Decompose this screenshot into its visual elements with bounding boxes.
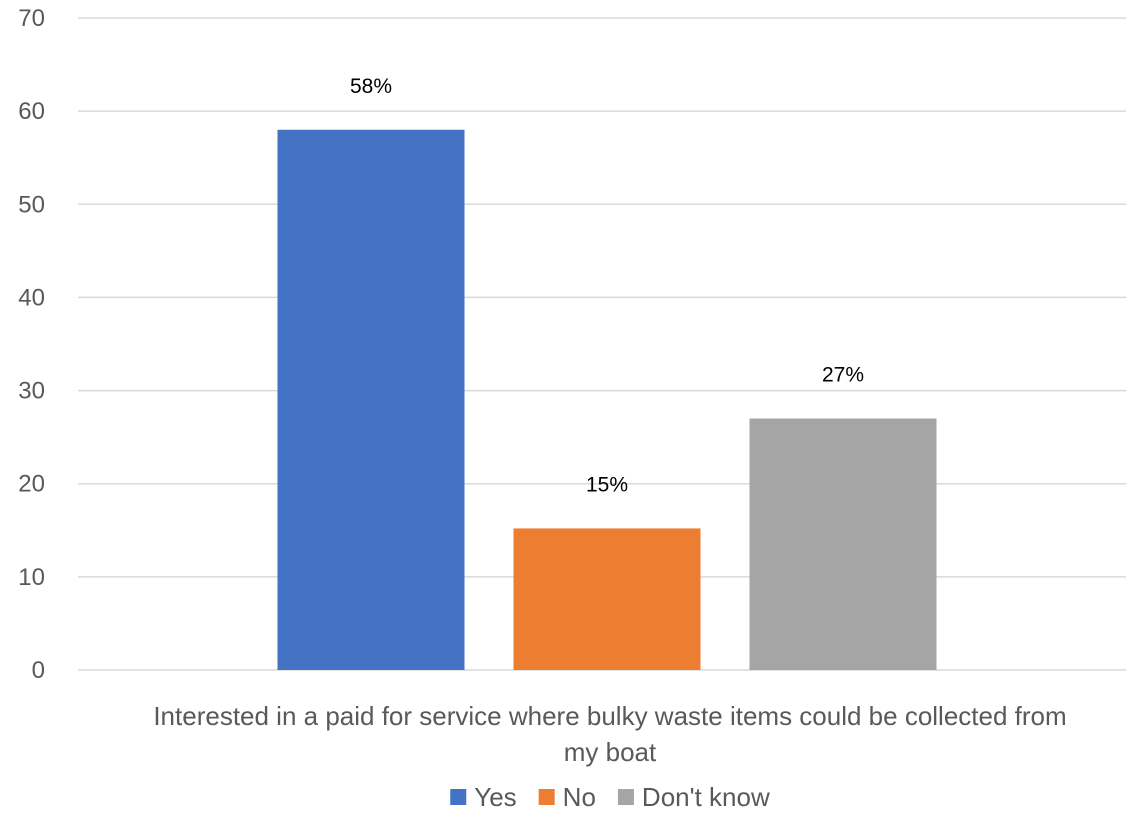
y-tick-label: 20: [18, 471, 45, 498]
category-label-line: Interested in a paid for service where b…: [153, 701, 1066, 731]
category-label: Interested in a paid for service where b…: [153, 701, 1066, 767]
data-label-yes: 58%: [350, 75, 392, 98]
legend-swatch: [617, 789, 634, 805]
y-tick-label: 40: [18, 284, 45, 311]
data-label-don-t-know: 27%: [822, 364, 864, 387]
legend-label: Don't know: [642, 782, 770, 812]
y-tick-label: 70: [18, 5, 45, 32]
y-axis-ticks: 0 10 20 30 40 50 60 70: [18, 5, 45, 684]
bar-don-t-know: [749, 418, 937, 670]
bar-yes: [277, 129, 465, 670]
y-tick-label: 0: [32, 657, 45, 684]
data-labels: 58% 15% 27%: [350, 75, 864, 497]
data-label-no: 15%: [586, 473, 628, 496]
legend-swatch: [450, 789, 467, 805]
gridlines: [78, 17, 1126, 671]
y-tick-label: 50: [18, 191, 45, 218]
legend: Yes No Don't know: [450, 782, 770, 812]
legend-swatch: [538, 789, 555, 805]
bars: [277, 129, 937, 670]
legend-label: Yes: [474, 782, 516, 812]
category-label-line: my boat: [564, 737, 657, 767]
y-tick-label: 30: [18, 378, 45, 405]
legend-label: No: [563, 782, 596, 812]
y-tick-label: 60: [18, 98, 45, 125]
bar-no: [513, 528, 701, 670]
y-tick-label: 10: [18, 564, 45, 591]
